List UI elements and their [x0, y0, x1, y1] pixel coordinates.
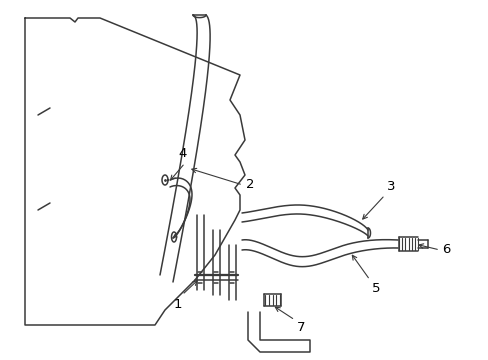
Text: 7: 7	[296, 321, 305, 334]
Text: 6: 6	[441, 243, 449, 256]
Text: 5: 5	[371, 282, 380, 295]
Text: 4: 4	[179, 147, 187, 160]
Text: 3: 3	[386, 180, 395, 193]
Text: 1: 1	[173, 298, 182, 311]
Text: 2: 2	[245, 177, 254, 190]
